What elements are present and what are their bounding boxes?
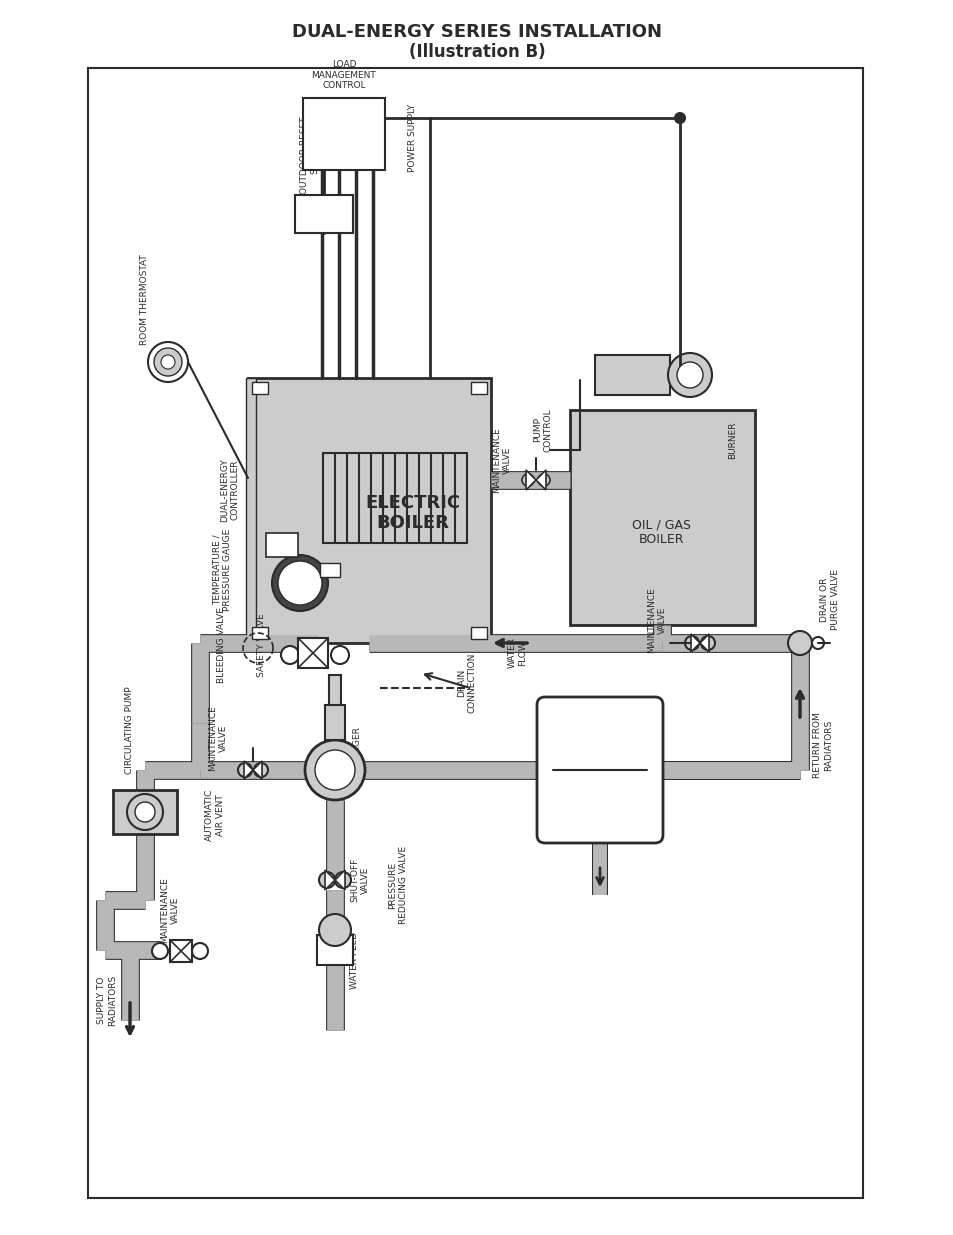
Polygon shape bbox=[536, 471, 545, 490]
Text: WATER
FLOW: WATER FLOW bbox=[507, 637, 526, 668]
Circle shape bbox=[152, 944, 168, 960]
Bar bbox=[471, 627, 486, 638]
Text: ELECTRIC
BOILER: ELECTRIC BOILER bbox=[365, 494, 460, 532]
Circle shape bbox=[700, 636, 714, 650]
Circle shape bbox=[811, 637, 823, 650]
Bar bbox=[88, 68, 862, 1198]
Polygon shape bbox=[690, 634, 700, 652]
Bar bbox=[329, 676, 340, 705]
Text: MAINTENANCE
VALVE: MAINTENANCE VALVE bbox=[160, 877, 179, 942]
Text: PRESSURE
REDUCING VALVE: PRESSURE REDUCING VALVE bbox=[388, 846, 407, 924]
Text: BLEEDING VALVE: BLEEDING VALVE bbox=[217, 608, 226, 683]
Circle shape bbox=[135, 802, 154, 823]
Text: MAINTENANCE
VALVE: MAINTENANCE VALVE bbox=[647, 587, 666, 653]
Text: DUAL-ENERGY SERIES INSTALLATION: DUAL-ENERGY SERIES INSTALLATION bbox=[292, 23, 661, 41]
Polygon shape bbox=[335, 869, 345, 890]
Circle shape bbox=[537, 474, 550, 487]
Bar bbox=[252, 382, 268, 394]
Circle shape bbox=[277, 561, 322, 605]
Bar bbox=[297, 638, 328, 668]
Bar bbox=[325, 705, 345, 740]
Text: MAINTENANCE
VALVE: MAINTENANCE VALVE bbox=[208, 705, 228, 771]
Text: TEMPERATURE /
PRESSURE GAUGE: TEMPERATURE / PRESSURE GAUGE bbox=[213, 529, 232, 611]
Circle shape bbox=[281, 646, 298, 664]
FancyBboxPatch shape bbox=[537, 697, 662, 844]
Text: SAFETY VALVE: SAFETY VALVE bbox=[257, 613, 266, 677]
Polygon shape bbox=[525, 471, 536, 490]
Circle shape bbox=[148, 342, 188, 382]
Circle shape bbox=[684, 636, 699, 650]
Text: LOAD
MANAGEMENT
CONTROL: LOAD MANAGEMENT CONTROL bbox=[312, 119, 376, 149]
Circle shape bbox=[667, 353, 711, 396]
Bar bbox=[170, 940, 192, 962]
Bar bbox=[112, 790, 177, 834]
Text: BURNER: BURNER bbox=[728, 421, 737, 458]
Bar bbox=[316, 935, 353, 965]
Bar bbox=[569, 410, 754, 625]
Text: CIRCULATING PUMP: CIRCULATING PUMP bbox=[126, 687, 134, 774]
Text: LOAD
MANAGEMENT
CONTROL: LOAD MANAGEMENT CONTROL bbox=[312, 61, 376, 90]
Text: AIR PURGER: AIR PURGER bbox=[354, 727, 362, 783]
Circle shape bbox=[335, 872, 351, 888]
Polygon shape bbox=[253, 761, 262, 779]
Text: RETURN FROM
RADIATORS: RETURN FROM RADIATORS bbox=[813, 713, 832, 778]
Text: DRAIN OR
PURGE VALVE: DRAIN OR PURGE VALVE bbox=[820, 569, 839, 631]
Text: AUTOMATIC
AIR VENT: AUTOMATIC AIR VENT bbox=[205, 789, 225, 841]
Circle shape bbox=[192, 944, 208, 960]
Circle shape bbox=[675, 112, 684, 124]
Text: SUPPLY TO
RADIATORS: SUPPLY TO RADIATORS bbox=[97, 974, 116, 1025]
Text: DUAL-ENERGY
CONTROLLER: DUAL-ENERGY CONTROLLER bbox=[220, 458, 239, 522]
Circle shape bbox=[161, 354, 174, 369]
Text: OUTDOOR RESET
SENSOR: OUTDOOR RESET SENSOR bbox=[300, 116, 319, 194]
Circle shape bbox=[331, 646, 349, 664]
Bar bbox=[471, 382, 486, 394]
Bar bbox=[595, 354, 669, 395]
Bar bbox=[266, 534, 297, 557]
Circle shape bbox=[237, 763, 252, 777]
Text: WATER FEED: WATER FEED bbox=[350, 931, 359, 988]
Text: PUMP
CONTROL: PUMP CONTROL bbox=[533, 409, 552, 452]
Bar bbox=[294, 195, 353, 233]
Text: EXPANSION
TANK: EXPANSION TANK bbox=[567, 736, 586, 788]
Text: DRAIN
CONNECTION: DRAIN CONNECTION bbox=[456, 653, 476, 713]
Circle shape bbox=[306, 646, 324, 664]
Circle shape bbox=[305, 740, 365, 800]
Polygon shape bbox=[700, 634, 708, 652]
Bar bbox=[246, 378, 255, 643]
Bar bbox=[248, 378, 491, 643]
Polygon shape bbox=[244, 761, 253, 779]
Bar bbox=[303, 98, 385, 170]
Polygon shape bbox=[325, 869, 335, 890]
Circle shape bbox=[153, 348, 182, 375]
Text: POWER SUPPLY: POWER SUPPLY bbox=[408, 104, 417, 172]
Circle shape bbox=[272, 555, 328, 611]
Circle shape bbox=[314, 750, 355, 790]
Circle shape bbox=[318, 872, 335, 888]
Circle shape bbox=[521, 474, 534, 487]
Circle shape bbox=[318, 914, 351, 946]
Text: OIL / GAS
BOILER: OIL / GAS BOILER bbox=[632, 517, 691, 546]
Circle shape bbox=[677, 362, 702, 388]
Circle shape bbox=[253, 763, 268, 777]
Bar bbox=[252, 627, 268, 638]
Bar bbox=[319, 563, 339, 577]
Circle shape bbox=[787, 631, 811, 655]
Text: ROOM THERMOSTAT: ROOM THERMOSTAT bbox=[140, 254, 150, 346]
Text: SHUT-OFF
VALVE: SHUT-OFF VALVE bbox=[350, 858, 370, 902]
Text: (Illustration B): (Illustration B) bbox=[408, 43, 545, 61]
Text: MAINTENANCE
VALVE: MAINTENANCE VALVE bbox=[492, 427, 511, 493]
Circle shape bbox=[127, 794, 163, 830]
